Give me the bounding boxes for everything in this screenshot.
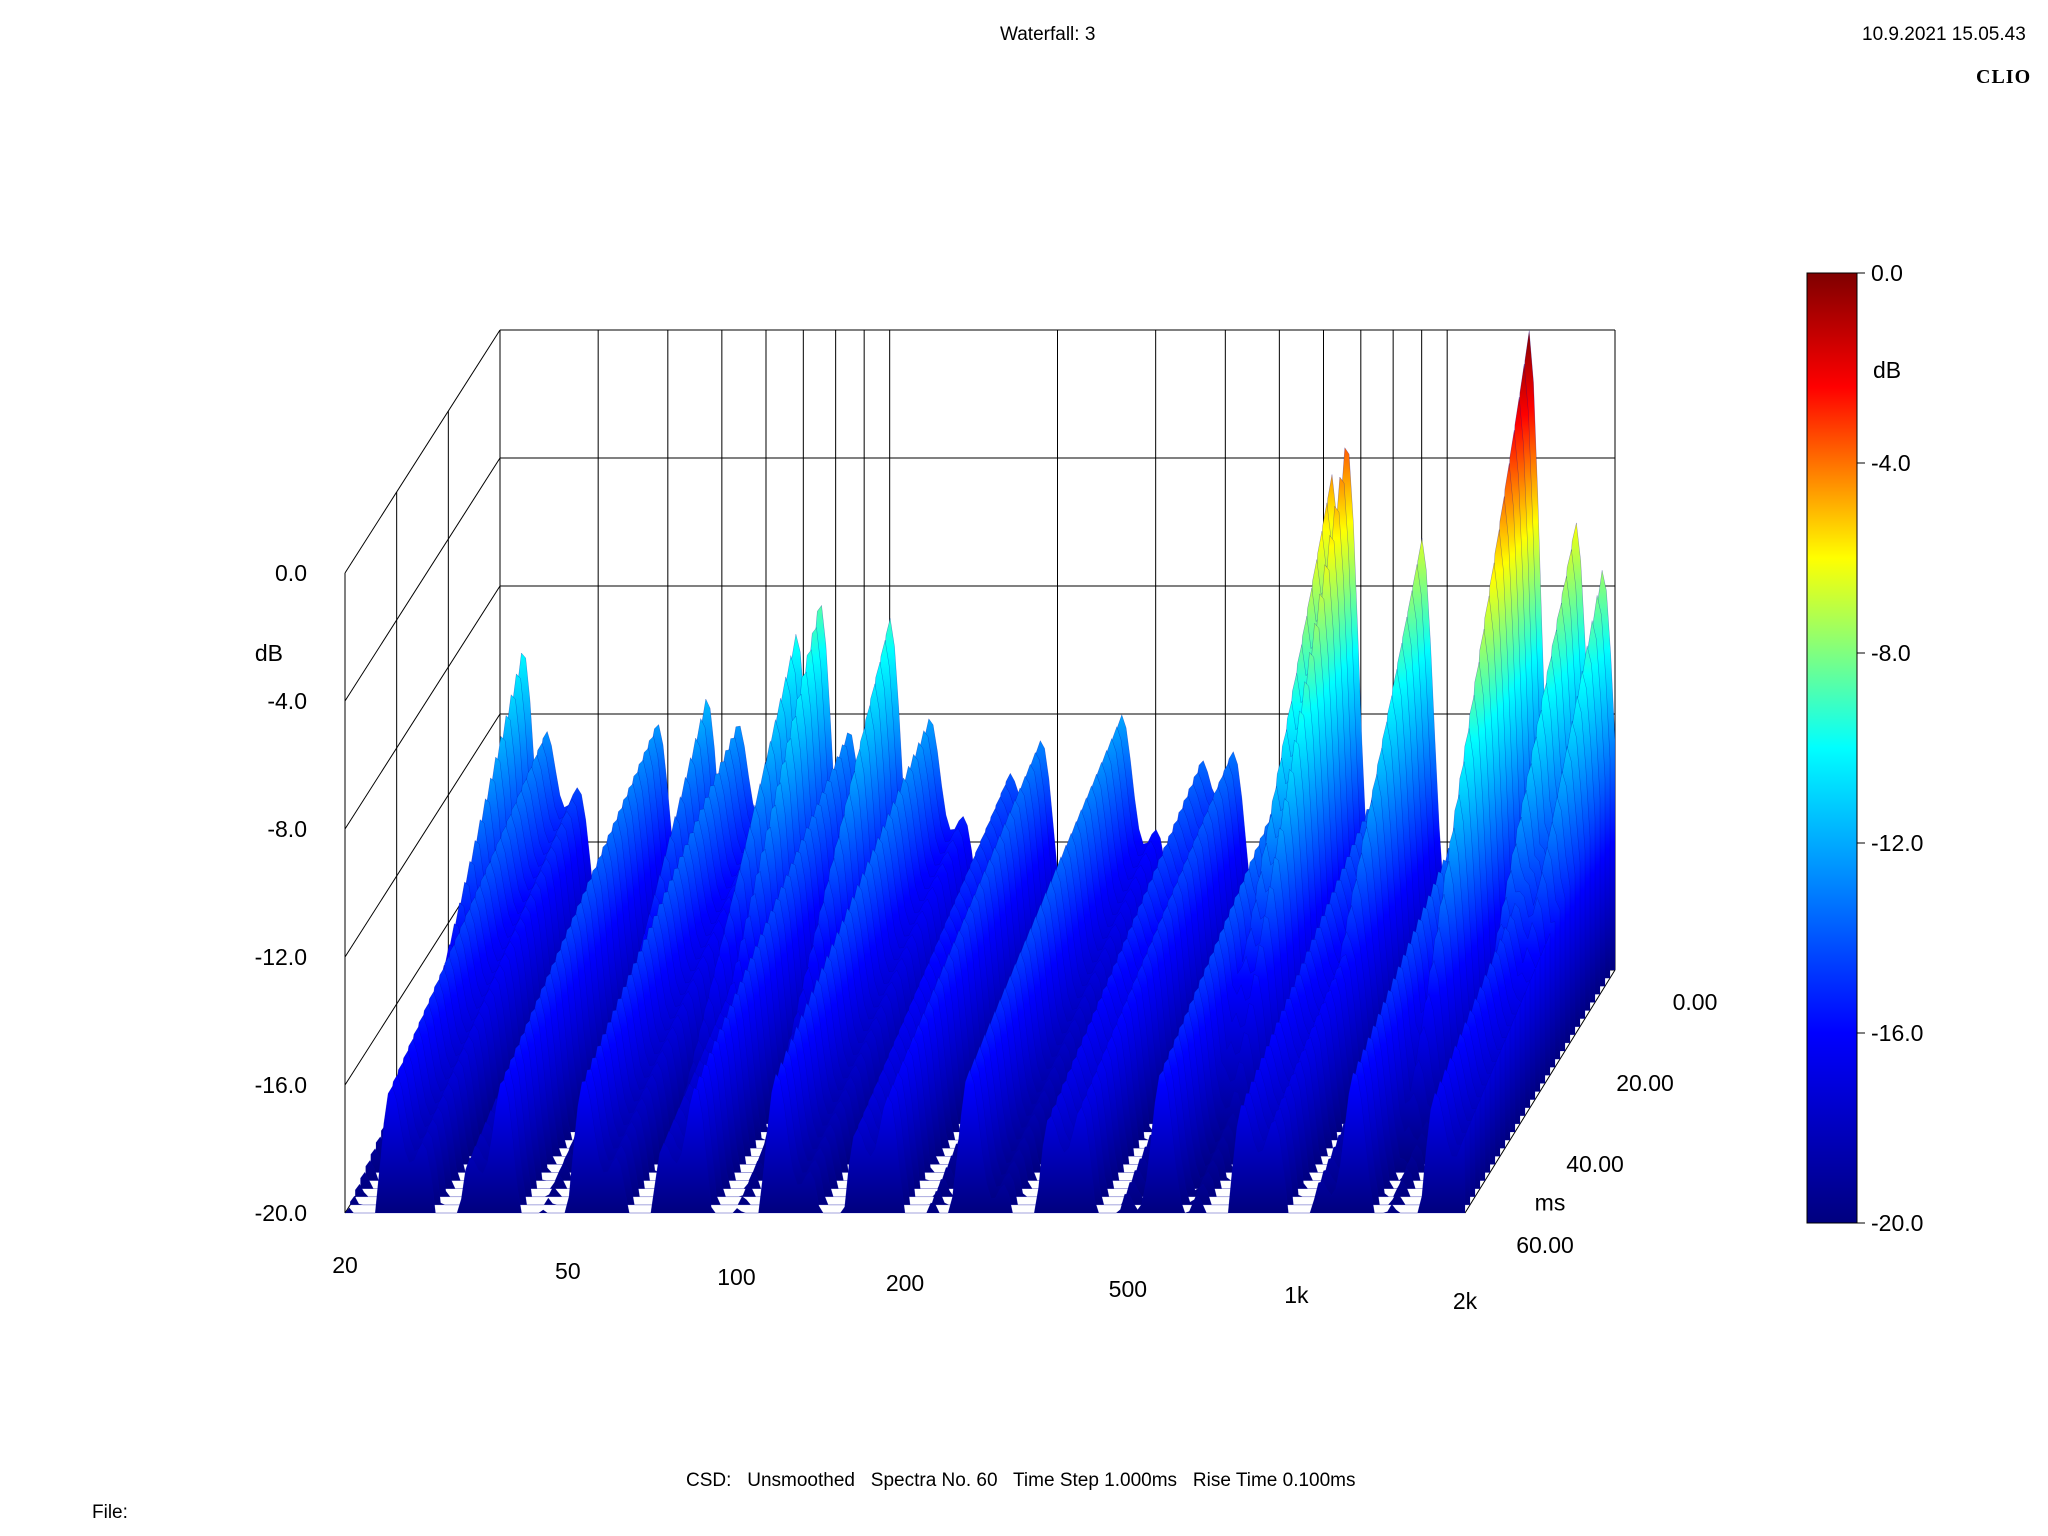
spectrum-slice [344,1069,1466,1214]
z-axis-label: ms [1535,1190,1566,1216]
spectrum-slice [375,998,1496,1165]
timestamp: 10.9.2021 15.05.43 [1862,24,2026,45]
grid-line-side [344,585,501,830]
colorbar-tick-label: -8.0 [1871,640,1911,666]
file-label: File: [92,1502,128,1523]
z-axis-ticks: 0.00 20.00 40.00 60.00 ms [1516,989,1717,1258]
y-tick-label: -4.0 [267,688,307,714]
colorbar-gradient [1806,272,1858,1224]
x-axis-ticks: 20 50 100 200 500 1k 2k [332,1252,1477,1314]
y-tick-label: -8.0 [267,816,307,842]
y-tick-label: -12.0 [255,944,307,970]
colorbar-tick-label: -20.0 [1871,1210,1923,1236]
x-tick-label: 500 [1109,1276,1147,1302]
z-tick-label: 60.00 [1516,1232,1574,1258]
z-tick-label: 40.00 [1566,1151,1624,1177]
csd-settings: CSD: Unsmoothed Spectra No. 60 Time Step… [686,1470,1356,1491]
x-tick-label: 50 [555,1258,581,1284]
y-tick-label: -16.0 [255,1072,307,1098]
colorbar-label: dB [1873,357,1901,383]
colorbar: 0.0 -4.0 -8.0 -12.0 -16.0 -20.0 dB [1806,260,1923,1236]
z-tick-label: 20.00 [1616,1070,1674,1096]
brand-logo: CLIO [1976,66,2032,88]
colorbar-tick-label: 0.0 [1871,260,1903,286]
grid-line-side [344,329,501,574]
spectrum-slice [381,986,1501,1157]
x-tick-label: 1k [1284,1282,1309,1308]
waterfall-surface [344,330,1616,1214]
grid-line-side [344,713,501,958]
colorbar-tick-label: -12.0 [1871,830,1923,856]
x-tick-label: 20 [332,1252,358,1278]
colorbar-tick-label: -4.0 [1871,450,1911,476]
x-tick-label: 100 [717,1264,755,1290]
grid-line-side [344,457,501,702]
x-tick-label: 200 [886,1270,924,1296]
y-axis-ticks: 0.0 dB -4.0 -8.0 -12.0 -16.0 -20.0 [255,560,307,1226]
y-axis-label: dB [255,640,283,666]
y-tick-label: 0.0 [275,560,307,586]
colorbar-tick-label: -16.0 [1871,1020,1923,1046]
x-tick-label: 2k [1453,1288,1478,1314]
y-tick-label: -20.0 [255,1200,307,1226]
z-tick-label: 0.00 [1673,989,1718,1015]
chart-title: Waterfall: 3 [1000,24,1096,45]
